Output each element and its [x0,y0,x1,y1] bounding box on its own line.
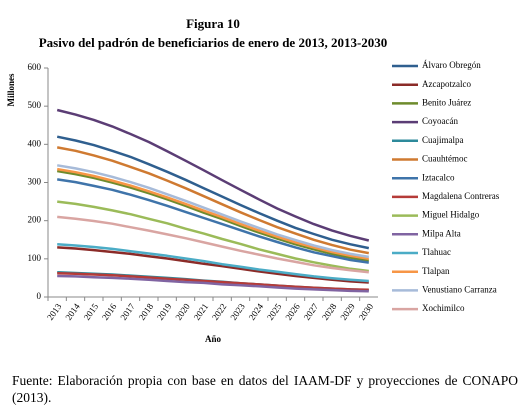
chart-title: Figura 10 [186,16,240,31]
series-line [57,272,369,291]
chart: Figura 10 Pasivo del padrón de beneficia… [6,16,500,344]
legend-label: Miguel Hidalgo [422,210,480,220]
y-tick-label: 400 [28,138,42,148]
legend-label: Venustiano Carranza [422,284,497,294]
series-line [56,167,370,261]
series-line [57,274,369,293]
legend-label: Cuajimalpa [422,135,464,145]
y-tick-label: 0 [37,291,42,301]
y-tick-label: 300 [28,177,42,187]
legend-label: Azcapotzalco [422,79,471,89]
x-tick-label: 2014 [63,301,82,322]
x-tick-label: 2025 [265,301,284,322]
legend-label: Iztacalco [422,172,455,182]
legend-label: Tlahuac [422,247,451,257]
legend-label: Coyoacán [422,116,458,126]
legend-label: Álvaro Obregón [422,60,481,70]
x-tick-label: 2020 [173,301,192,322]
x-tick-label: 2022 [210,302,229,322]
series-line [57,178,369,264]
series-line [57,243,369,283]
y-tick-label: 100 [28,253,42,263]
series-line [56,135,370,250]
legend-label: Milpa Alta [422,228,461,238]
series-line [57,246,369,284]
x-axis-title: Año [205,334,222,344]
y-tick-label: 200 [28,215,42,225]
x-tick-label: 2029 [338,301,357,322]
x-tick-label: 2016 [100,301,119,322]
x-tick-label: 2015 [82,301,101,322]
y-tick-label: 500 [28,100,42,110]
y-tick-label: 600 [28,62,42,72]
x-tick-label: 2018 [137,301,156,322]
x-tick-label: 2024 [247,301,266,322]
legend-label: Magdalena Contreras [422,191,500,201]
y-axis-title: Millones [6,73,16,106]
legend-label: Benito Juárez [422,97,471,107]
series-line [57,215,369,274]
x-tick-label: 2030 [357,301,376,322]
legend-label: Xochimilco [422,303,465,313]
x-tick-label: 2027 [302,301,321,322]
x-tick-label: 2026 [283,301,302,322]
legend-label: Cuauhtémoc [422,154,468,164]
x-tick-label: 2013 [45,301,64,322]
x-tick-label: 2023 [228,301,247,322]
chart-subtitle: Pasivo del padrón de beneficiarios de en… [39,35,388,50]
series-line [56,169,370,262]
legend-label: Tlalpan [422,266,450,276]
series-line [56,108,370,242]
series-line [57,200,369,273]
x-tick-label: 2019 [155,301,174,322]
x-tick-label: 2028 [320,301,339,322]
series-line [56,146,370,255]
footer: Fuente: Elaboración propia con base en d… [12,373,518,405]
x-tick-label: 2021 [192,302,211,322]
series-line [56,164,370,259]
x-tick-label: 2017 [118,301,137,322]
